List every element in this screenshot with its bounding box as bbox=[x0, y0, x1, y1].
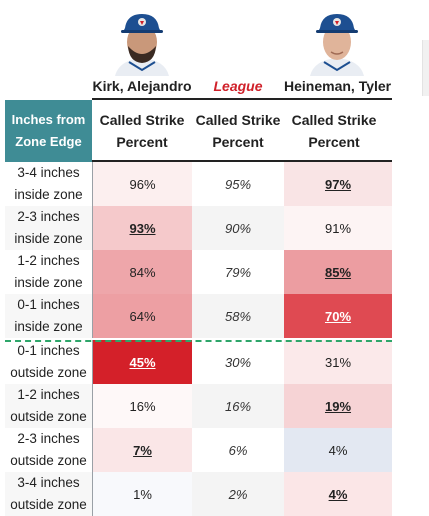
table-cell-league: 58% bbox=[192, 294, 284, 338]
table-cell-kirk: 93% bbox=[93, 206, 192, 250]
row-label: 3-4 inches outside zone bbox=[5, 472, 93, 516]
player-name-kirk: Kirk, Alejandro bbox=[92, 78, 192, 94]
scrollbar-edge bbox=[422, 40, 429, 96]
row-header-title: Inches from Zone Edge bbox=[5, 100, 92, 162]
table-cell-kirk: 64% bbox=[93, 294, 192, 338]
table-cell-league: 16% bbox=[192, 384, 284, 428]
table-cell-kirk: 45% bbox=[93, 340, 192, 384]
row-label: 1-2 inches inside zone bbox=[5, 250, 93, 294]
table-cell-heineman: 19% bbox=[284, 384, 392, 428]
player-name-heineman: Heineman, Tyler bbox=[284, 78, 392, 94]
header-bottom-rule bbox=[92, 160, 392, 162]
row-label: 1-2 inches outside zone bbox=[5, 384, 93, 428]
column-header-league: Called Strike Percent bbox=[195, 112, 281, 150]
table-cell-heineman: 85% bbox=[284, 250, 392, 294]
table-cell-kirk: 84% bbox=[93, 250, 192, 294]
player-headshot-kirk bbox=[115, 14, 169, 76]
row-label: 0-1 inches outside zone bbox=[5, 340, 93, 384]
table-cell-kirk: 16% bbox=[93, 384, 192, 428]
row-label: 2-3 inches inside zone bbox=[5, 206, 93, 250]
table-cell-league: 90% bbox=[192, 206, 284, 250]
table-cell-kirk: 96% bbox=[93, 162, 192, 206]
table-cell-league: 2% bbox=[192, 472, 284, 516]
table-cell-kirk: 1% bbox=[93, 472, 192, 516]
table-cell-heineman: 97% bbox=[284, 162, 392, 206]
table-cell-heineman: 4% bbox=[284, 428, 392, 472]
table-cell-league: 95% bbox=[192, 162, 284, 206]
row-label: 3-4 inches inside zone bbox=[5, 162, 93, 206]
table-cell-league: 79% bbox=[192, 250, 284, 294]
table-cell-heineman: 91% bbox=[284, 206, 392, 250]
row-label: 2-3 inches outside zone bbox=[5, 428, 93, 472]
zone-edge-divider bbox=[5, 340, 392, 342]
table-cell-league: 6% bbox=[192, 428, 284, 472]
row-label: 0-1 inches inside zone bbox=[5, 294, 93, 338]
column-header-heineman: Called Strike Percent bbox=[291, 112, 377, 150]
table-cell-league: 30% bbox=[192, 340, 284, 384]
table-cell-kirk: 7% bbox=[93, 428, 192, 472]
player-headshot-heineman bbox=[310, 14, 364, 76]
column-header-kirk: Called Strike Percent bbox=[99, 112, 185, 150]
table-cell-heineman: 31% bbox=[284, 340, 392, 384]
table-cell-heineman: 70% bbox=[284, 294, 392, 338]
league-label: League bbox=[213, 78, 263, 94]
table-cell-heineman: 4% bbox=[284, 472, 392, 516]
header-top-rule bbox=[92, 98, 392, 100]
